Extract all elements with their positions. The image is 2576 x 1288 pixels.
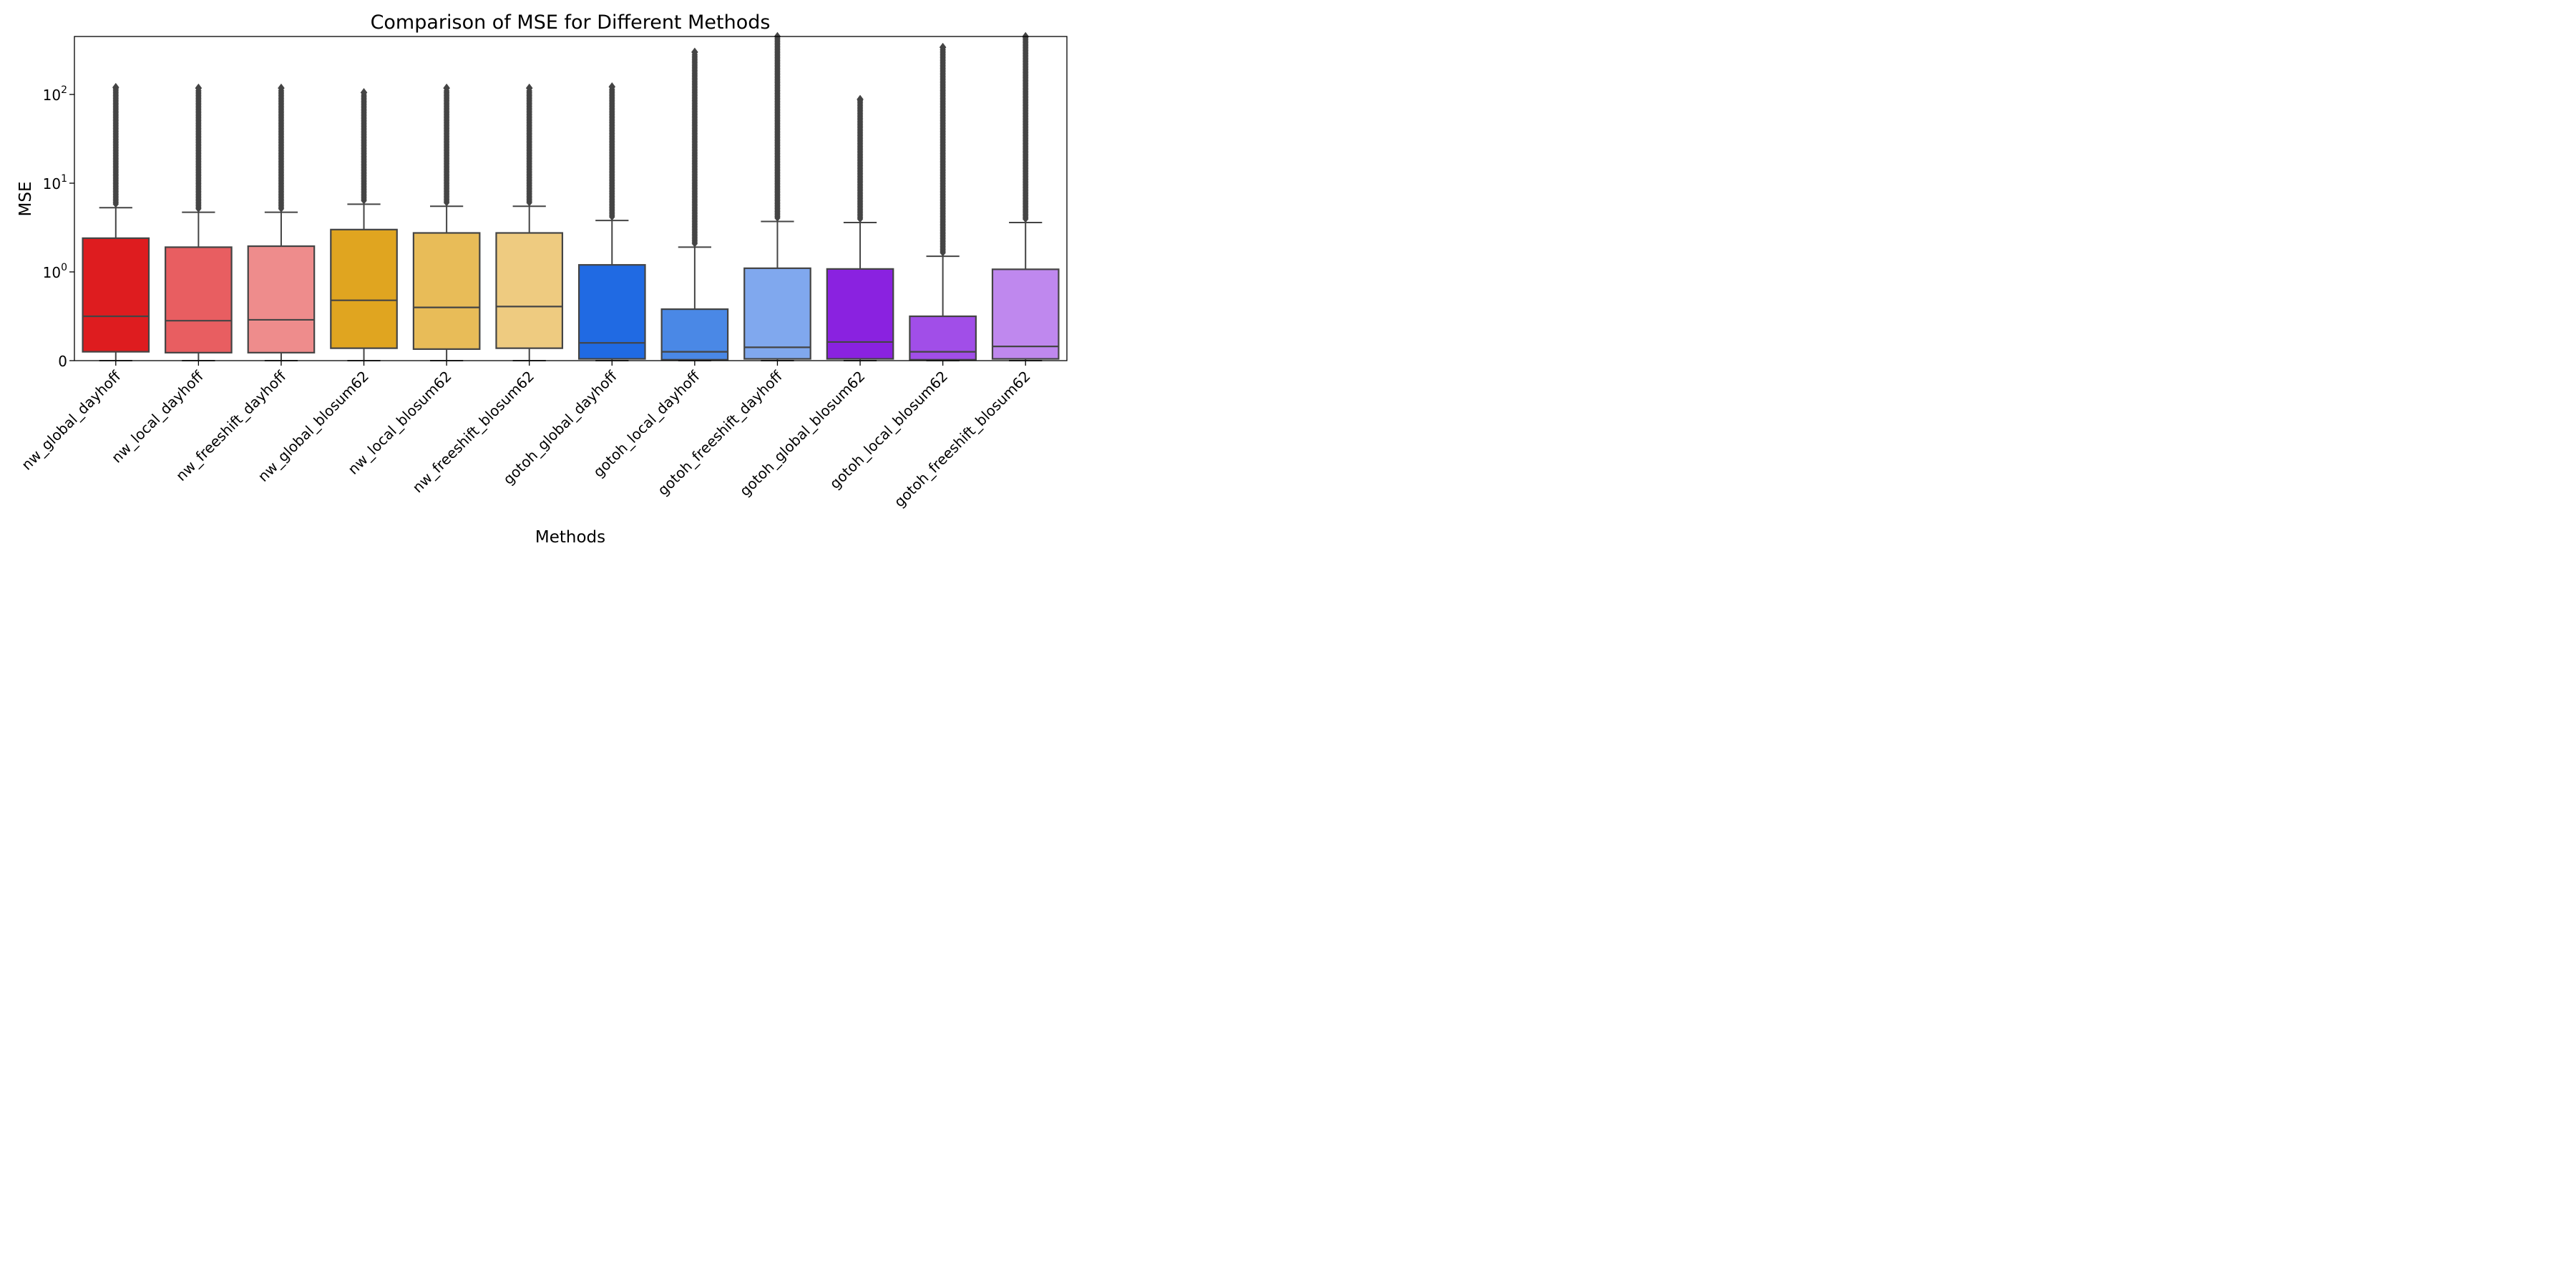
y-tick-label: 100 bbox=[43, 262, 67, 281]
outlier-points bbox=[278, 83, 285, 213]
box-gotoh_global_blosum62 bbox=[826, 94, 894, 361]
box-nw_local_blosum62 bbox=[412, 83, 481, 361]
box-gotoh_global_dayhoff bbox=[577, 82, 646, 361]
outlier-points bbox=[360, 87, 368, 205]
box-nw_global_dayhoff bbox=[82, 82, 150, 361]
box-body bbox=[412, 232, 481, 350]
box-body bbox=[495, 232, 564, 349]
box-body bbox=[743, 267, 811, 360]
x-tick-label: gotoh_freeshift_blosum62 bbox=[891, 368, 1034, 511]
outlier-points bbox=[1022, 31, 1030, 223]
outlier-max-marker bbox=[691, 47, 698, 57]
outlier-max-marker bbox=[939, 42, 947, 52]
y-tick-label: 0 bbox=[58, 353, 67, 370]
y-axis-label: MSE bbox=[16, 182, 35, 217]
x-tick-label: nw_local_dayhoff bbox=[108, 367, 208, 467]
outlier-max-marker bbox=[360, 87, 368, 97]
outlier-points bbox=[443, 83, 450, 207]
outlier-max-marker bbox=[278, 83, 285, 93]
x-axis-label: Methods bbox=[535, 528, 605, 547]
box-body bbox=[577, 264, 646, 360]
box-body bbox=[991, 268, 1060, 360]
box-nw_freeshift_blosum62 bbox=[495, 83, 564, 361]
box-body bbox=[247, 245, 316, 353]
outlier-points bbox=[608, 82, 616, 221]
outlier-points bbox=[525, 83, 533, 207]
outlier-points bbox=[112, 82, 119, 208]
y-tick-label: 101 bbox=[43, 173, 67, 192]
box-body bbox=[330, 228, 398, 349]
outlier-max-marker bbox=[443, 83, 450, 93]
box-series bbox=[82, 31, 1060, 361]
outlier-points bbox=[939, 42, 947, 257]
outlier-points bbox=[774, 31, 781, 222]
outlier-max-marker bbox=[525, 83, 533, 93]
outlier-points bbox=[857, 94, 864, 223]
outlier-points bbox=[691, 47, 698, 248]
box-body bbox=[909, 315, 977, 361]
outlier-points bbox=[195, 83, 203, 213]
chart-title: Comparison of MSE for Different Methods bbox=[371, 11, 771, 34]
x-tick-label: nw_global_dayhoff bbox=[18, 367, 125, 474]
box-nw_freeshift_dayhoff bbox=[247, 83, 316, 361]
box-body bbox=[165, 246, 233, 353]
outlier-max-marker bbox=[195, 83, 203, 93]
outlier-max-marker bbox=[608, 82, 616, 92]
box-gotoh_local_dayhoff bbox=[660, 47, 729, 361]
y-tick-label: 102 bbox=[43, 84, 67, 104]
outlier-max-marker bbox=[857, 94, 864, 104]
plot-area-frame bbox=[74, 36, 1068, 361]
outlier-max-marker bbox=[112, 82, 119, 92]
box-gotoh_local_blosum62 bbox=[909, 42, 977, 361]
box-gotoh_freeshift_dayhoff bbox=[743, 31, 811, 361]
box-body bbox=[826, 268, 894, 360]
box-nw_local_dayhoff bbox=[165, 83, 233, 361]
box-gotoh_freeshift_blosum62 bbox=[991, 31, 1060, 361]
y-axis-ticks: 0 100 101 102 bbox=[43, 84, 74, 370]
x-axis-ticks: nw_global_dayhoffnw_local_dayhoffnw_free… bbox=[18, 361, 1034, 511]
box-nw_global_blosum62 bbox=[330, 87, 398, 361]
box-plot-chart: Comparison of MSE for Different Methods … bbox=[16, 11, 1068, 547]
box-body bbox=[82, 237, 150, 353]
